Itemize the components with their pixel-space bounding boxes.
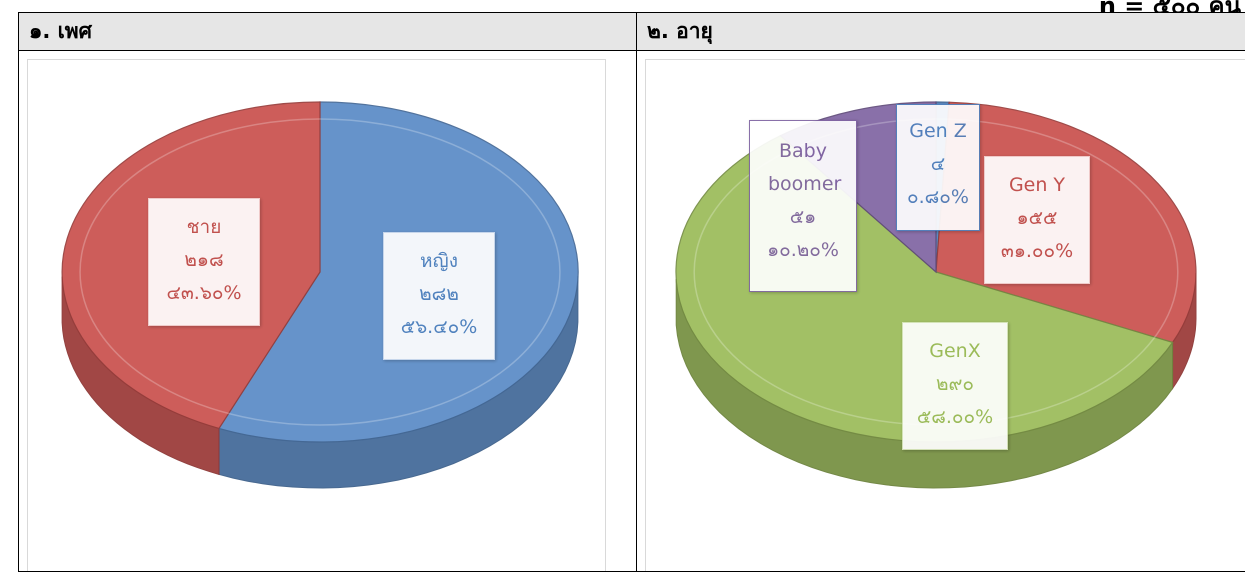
age-chart-panel: Gen Z ๔ ๐.๘๐% Gen Y ๑๕๕ ๓๑.๐๐% GenX ๒๙๐ … bbox=[637, 51, 1245, 572]
gender-pie-chart bbox=[28, 60, 628, 530]
chart-2-title: ๒. อายุ bbox=[637, 13, 1245, 51]
label-gen-y: Gen Y ๑๕๕ ๓๑.๐๐% bbox=[984, 156, 1090, 284]
label-gen-z: Gen Z ๔ ๐.๘๐% bbox=[896, 104, 980, 231]
label-baby-boomer: Baby boomer ๕๑ ๑๐.๒๐% bbox=[749, 120, 857, 292]
gender-chart-panel: หญิง ๒๘๒ ๕๖.๔๐% ชาย ๒๑๘ ๔๓.๖๐% bbox=[19, 51, 637, 572]
chart-1-title: ๑. เพศ bbox=[19, 13, 637, 51]
label-female: หญิง ๒๘๒ ๕๖.๔๐% bbox=[383, 232, 495, 360]
charts-table: ๑. เพศ ๒. อายุ หญิง ๒๘๒ ๕๖.๔๐% ชาย ๒๑๘ ๔… bbox=[18, 12, 1245, 572]
label-gen-x: GenX ๒๙๐ ๕๘.๐๐% bbox=[902, 322, 1008, 450]
label-male: ชาย ๒๑๘ ๔๓.๖๐% bbox=[148, 198, 260, 326]
age-chart-area: Gen Z ๔ ๐.๘๐% Gen Y ๑๕๕ ๓๑.๐๐% GenX ๒๙๐ … bbox=[645, 59, 1245, 571]
gender-chart-area: หญิง ๒๘๒ ๕๖.๔๐% ชาย ๒๑๘ ๔๓.๖๐% bbox=[27, 59, 606, 571]
